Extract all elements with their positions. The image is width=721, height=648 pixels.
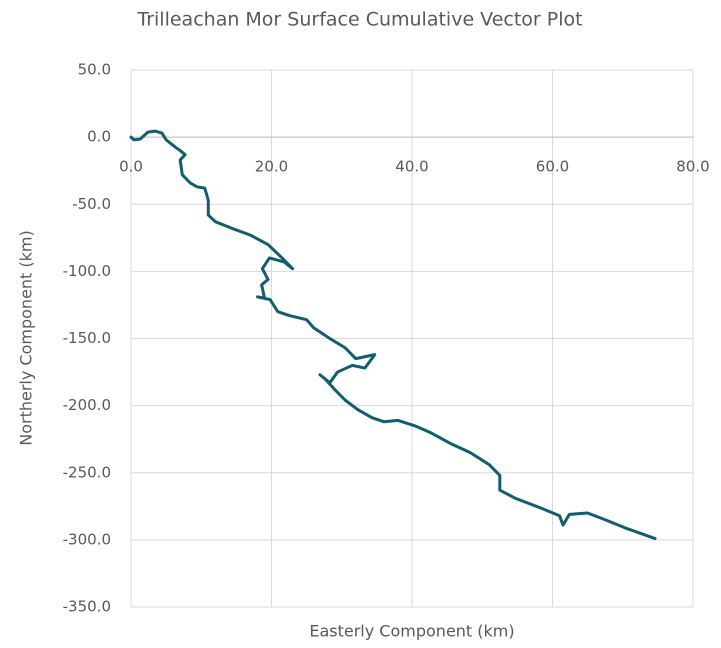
chart-title: Trilleachan Mor Surface Cumulative Vecto…: [136, 9, 582, 31]
y-tick-label: -50.0: [72, 195, 111, 213]
data-line: [129, 129, 657, 541]
x-axis-title: Easterly Component (km): [309, 622, 514, 641]
y-tick-label: -300.0: [63, 530, 111, 548]
y-tick-label: -100.0: [63, 262, 111, 280]
y-tick-label: -250.0: [63, 463, 111, 481]
x-tick-label: 60.0: [536, 158, 569, 176]
y-tick-label: 0.0: [87, 128, 111, 146]
y-tick-label: 50.0: [78, 61, 111, 79]
x-tick-label: 0.0: [119, 158, 143, 176]
y-axis-title: Northerly Component (km): [17, 230, 36, 445]
y-tick-label: -150.0: [63, 329, 111, 347]
x-tick-label: 80.0: [676, 158, 709, 176]
x-tick-label: 20.0: [255, 158, 288, 176]
y-tick-label: -350.0: [63, 598, 111, 616]
x-tick-label: 40.0: [395, 158, 428, 176]
y-tick-label: -200.0: [63, 396, 111, 414]
